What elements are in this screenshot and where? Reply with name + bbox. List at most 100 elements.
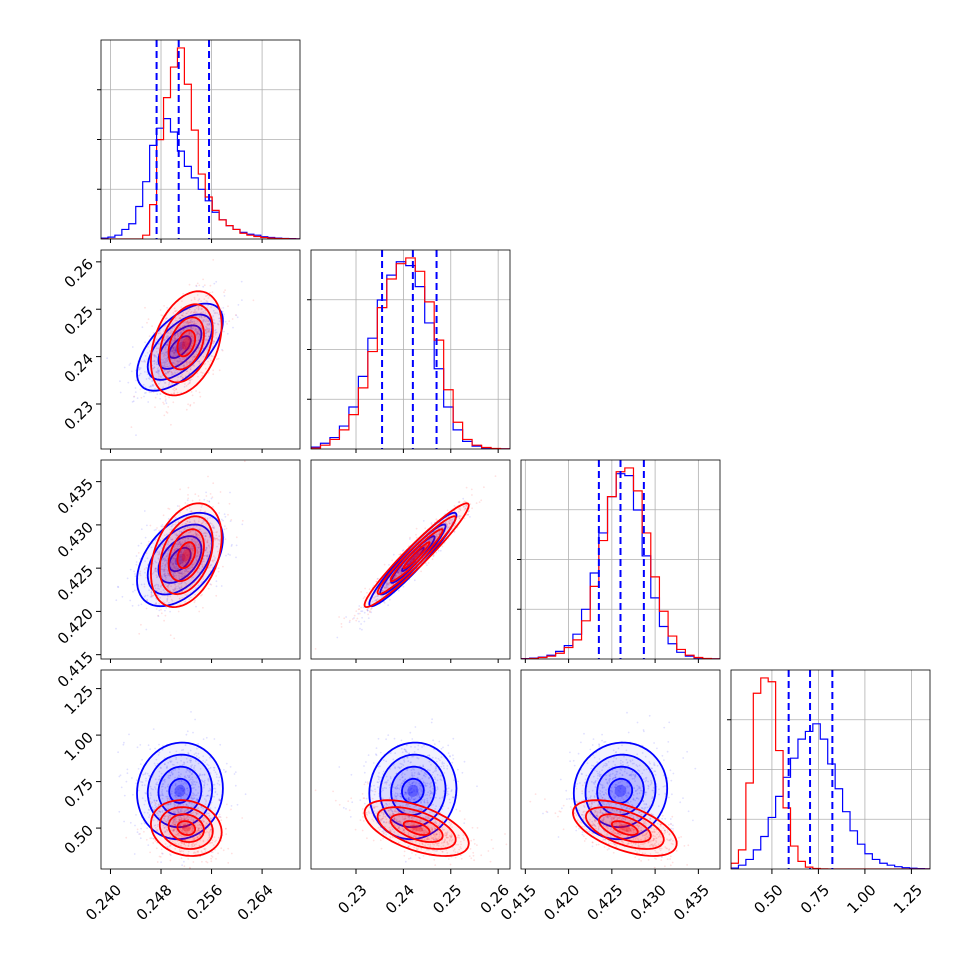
joint-series <box>117 711 247 869</box>
scatter-point-blue <box>160 767 162 769</box>
scatter-point-blue <box>217 323 219 325</box>
scatter-point-red <box>360 591 362 593</box>
scatter-point-blue <box>162 794 164 797</box>
scatter-point-red <box>165 369 167 372</box>
scatter-point-red <box>204 831 207 834</box>
scatter-point-blue <box>123 741 125 744</box>
scatter-point-blue <box>140 603 143 606</box>
scatter-point-red <box>215 537 218 540</box>
scatter-point-blue <box>235 544 238 547</box>
scatter-point-blue <box>166 334 169 337</box>
scatter-point-red <box>465 501 467 503</box>
scatter-point-red <box>212 369 215 372</box>
scatter-point-blue <box>171 372 174 375</box>
contour-red <box>376 515 457 596</box>
scatter-point-red <box>191 551 194 553</box>
scatter-point-red <box>234 314 237 316</box>
scatter-point-blue <box>188 776 190 779</box>
scatter-point-red <box>172 340 175 342</box>
scatter-point-blue <box>178 572 181 574</box>
scatter-point-red <box>217 357 220 360</box>
scatter-point-red <box>217 323 220 326</box>
scatter-point-red <box>343 617 346 620</box>
scatter-point-red <box>169 816 172 819</box>
scatter-point-red <box>174 823 176 826</box>
scatter-point-blue <box>169 761 172 764</box>
scatter-point-red <box>166 360 169 363</box>
scatter-point-red <box>152 837 155 840</box>
scatter-point-red <box>188 332 190 335</box>
scatter-point-blue <box>150 787 153 790</box>
scatter-point-blue <box>398 573 401 576</box>
scatter-point-red <box>231 318 234 320</box>
scatter-point-blue <box>174 818 176 820</box>
scatter-point-red <box>159 309 162 311</box>
scatter-point-blue <box>214 791 217 794</box>
scatter-point-red <box>174 363 177 366</box>
scatter-point-red <box>459 509 462 512</box>
scatter-point-red <box>201 319 204 322</box>
scatter-point-blue <box>174 782 177 785</box>
scatter-point-blue <box>235 314 238 317</box>
scatter-point-blue <box>174 819 176 822</box>
scatter-point-blue <box>191 326 193 328</box>
scatter-point-red <box>163 354 165 356</box>
scatter-point-blue <box>144 536 147 539</box>
scatter-point-red <box>187 334 190 336</box>
scatter-point-blue <box>174 791 176 794</box>
scatter-point-red <box>184 829 186 832</box>
scatter-point-blue <box>357 612 360 615</box>
scatter-point-blue <box>361 628 363 631</box>
scatter-point-red <box>222 565 224 568</box>
scatter-point-blue <box>207 329 210 332</box>
scatter-point-red <box>197 851 199 854</box>
scatter-point-blue <box>202 311 205 313</box>
scatter-point-red <box>181 541 184 544</box>
scatter-point-red <box>174 354 177 357</box>
scatter-point-blue <box>188 507 191 509</box>
scatter-point-blue <box>172 362 175 364</box>
scatter-point-blue <box>185 569 188 572</box>
scatter-point-blue <box>163 557 165 560</box>
scatter-point-blue <box>170 770 173 773</box>
marginal-panel-4 <box>727 669 931 870</box>
scatter-point-blue <box>414 555 417 557</box>
scatter-point-red <box>353 614 356 617</box>
scatter-point-red <box>173 392 176 395</box>
scatter-point-red <box>206 558 208 560</box>
scatter-point-blue <box>166 554 169 557</box>
scatter-point-red <box>160 314 163 316</box>
scatter-point-blue <box>176 360 178 362</box>
scatter-point-red <box>212 342 214 344</box>
scatter-point-blue <box>139 744 142 746</box>
scatter-point-blue <box>429 539 432 541</box>
scatter-point-blue <box>361 616 363 619</box>
scatter-point-red <box>139 388 142 391</box>
scatter-point-blue <box>153 355 156 358</box>
scatter-point-blue <box>458 514 461 517</box>
scatter-point-red <box>446 509 449 512</box>
scatter-point-blue <box>207 304 209 307</box>
scatter-point-blue <box>180 773 182 775</box>
scatter-point-red <box>393 576 396 579</box>
scatter-point-blue <box>218 798 221 800</box>
scatter-point-blue <box>178 348 180 350</box>
scatter-point-blue <box>167 803 170 805</box>
scatter-point-red <box>215 534 218 537</box>
scatter-point-blue <box>198 567 201 570</box>
scatter-point-red <box>207 297 210 299</box>
scatter-point-red <box>227 305 229 308</box>
scatter-point-red <box>180 841 183 844</box>
scatter-point-blue <box>212 531 215 534</box>
scatter-point-red <box>446 523 448 526</box>
scatter-point-red <box>218 369 221 372</box>
scatter-point-red <box>197 495 200 497</box>
scatter-point-red <box>181 553 184 556</box>
scatter-point-red <box>169 844 172 847</box>
scatter-point-blue <box>165 561 168 564</box>
scatter-point-blue <box>374 595 377 598</box>
scatter-point-red <box>415 527 418 530</box>
scatter-point-red <box>181 314 184 317</box>
scatter-point-blue <box>205 546 208 549</box>
